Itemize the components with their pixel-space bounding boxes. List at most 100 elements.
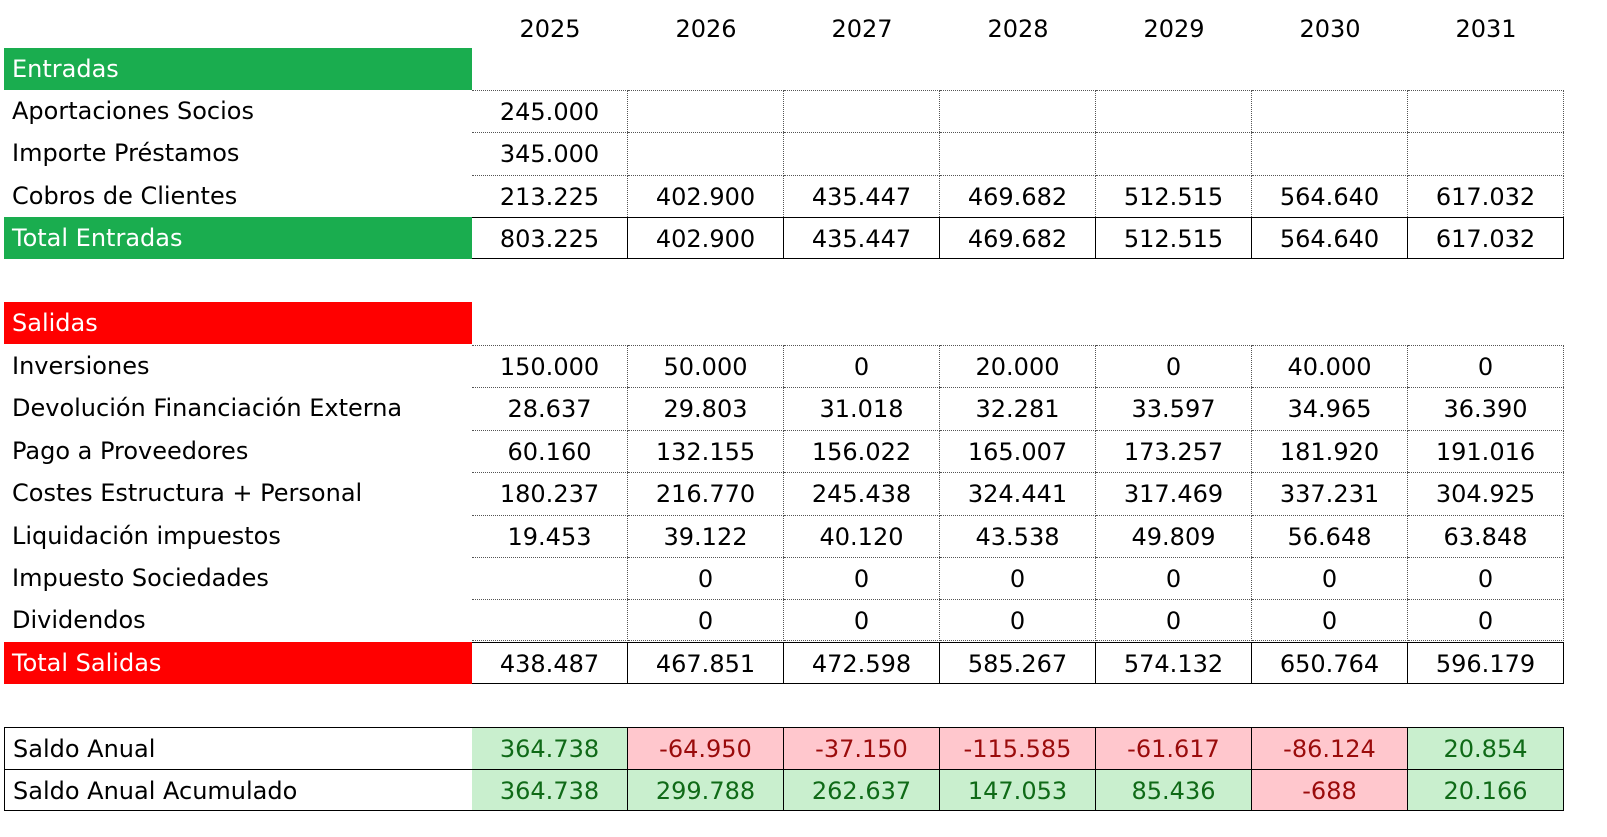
value-cell[interactable]: 20.000 — [940, 345, 1096, 387]
value-cell[interactable]: 132.155 — [628, 430, 784, 472]
saldo-cell[interactable]: 299.788 — [628, 769, 784, 811]
value-cell[interactable]: 245.438 — [784, 472, 940, 514]
value-cell[interactable]: 0 — [784, 557, 940, 599]
value-cell[interactable]: 337.231 — [1252, 472, 1408, 514]
saldo-cell[interactable]: 262.637 — [784, 769, 940, 811]
value-cell[interactable]: 617.032 — [1408, 175, 1564, 217]
value-cell[interactable]: 32.281 — [940, 387, 1096, 429]
total-cell[interactable]: 585.267 — [940, 642, 1096, 684]
total-cell[interactable]: 438.487 — [472, 642, 628, 684]
value-cell[interactable]: 0 — [1252, 599, 1408, 641]
saldo-cell[interactable]: 147.053 — [940, 769, 1096, 811]
total-cell[interactable]: 596.179 — [1408, 642, 1564, 684]
value-cell[interactable]: 216.770 — [628, 472, 784, 514]
value-cell[interactable]: 512.515 — [1096, 175, 1252, 217]
value-cell[interactable]: 0 — [1096, 345, 1252, 387]
saldo-cell[interactable]: -115.585 — [940, 727, 1096, 769]
value-cell[interactable]: 49.809 — [1096, 515, 1252, 557]
value-cell[interactable]: 213.225 — [472, 175, 628, 217]
saldo-cell[interactable]: -61.617 — [1096, 727, 1252, 769]
value-cell[interactable]: 469.682 — [940, 175, 1096, 217]
total-cell[interactable]: 435.447 — [784, 217, 940, 259]
value-cell[interactable] — [940, 132, 1096, 174]
value-cell[interactable]: 345.000 — [472, 132, 628, 174]
value-cell[interactable]: 60.160 — [472, 430, 628, 472]
saldo-cell[interactable]: 85.436 — [1096, 769, 1252, 811]
value-cell[interactable] — [784, 90, 940, 132]
value-cell[interactable] — [940, 90, 1096, 132]
value-cell[interactable]: 39.122 — [628, 515, 784, 557]
year-header: 2028 — [987, 15, 1049, 43]
value-cell[interactable]: 150.000 — [472, 345, 628, 387]
value-cell[interactable] — [1096, 132, 1252, 174]
value-cell[interactable]: 402.900 — [628, 175, 784, 217]
value-cell[interactable]: 19.453 — [472, 515, 628, 557]
value-cell[interactable]: 173.257 — [1096, 430, 1252, 472]
value-cell[interactable]: 63.848 — [1408, 515, 1564, 557]
value-cell[interactable]: 34.965 — [1252, 387, 1408, 429]
value-cell[interactable]: 36.390 — [1408, 387, 1564, 429]
value-cell[interactable] — [628, 132, 784, 174]
value-cell[interactable] — [1408, 132, 1564, 174]
saldo-cell[interactable]: 364.738 — [472, 769, 628, 811]
value-cell[interactable]: 435.447 — [784, 175, 940, 217]
value-cell[interactable]: 245.000 — [472, 90, 628, 132]
value-cell[interactable]: 0 — [784, 599, 940, 641]
value-cell[interactable]: 324.441 — [940, 472, 1096, 514]
total-cell[interactable]: 472.598 — [784, 642, 940, 684]
value-cell[interactable]: 165.007 — [940, 430, 1096, 472]
value-cell[interactable]: 0 — [1408, 599, 1564, 641]
saldo-cell[interactable]: 364.738 — [472, 727, 628, 769]
saldo-cell[interactable]: 20.854 — [1408, 727, 1564, 769]
value-cell[interactable]: 43.538 — [940, 515, 1096, 557]
value-cell[interactable]: 191.016 — [1408, 430, 1564, 472]
value-cell[interactable]: 0 — [1096, 599, 1252, 641]
value-cell[interactable]: 50.000 — [628, 345, 784, 387]
total-cell[interactable]: 617.032 — [1408, 217, 1564, 259]
value-cell[interactable] — [1096, 90, 1252, 132]
saldo-cell[interactable]: -64.950 — [628, 727, 784, 769]
salidas-section-row: Salidas — [4, 302, 472, 344]
value-cell[interactable]: 0 — [1252, 557, 1408, 599]
value-cell[interactable]: 180.237 — [472, 472, 628, 514]
value-cell[interactable]: 0 — [1408, 345, 1564, 387]
value-cell[interactable]: 564.640 — [1252, 175, 1408, 217]
value-cell[interactable]: 0 — [1408, 557, 1564, 599]
value-cell[interactable]: 0 — [784, 345, 940, 387]
value-cell[interactable]: 31.018 — [784, 387, 940, 429]
total-cell[interactable]: 402.900 — [628, 217, 784, 259]
value-cell[interactable]: 56.648 — [1252, 515, 1408, 557]
value-cell[interactable]: 156.022 — [784, 430, 940, 472]
value-cell[interactable]: 29.803 — [628, 387, 784, 429]
total-cell[interactable]: 564.640 — [1252, 217, 1408, 259]
total-cell[interactable]: 467.851 — [628, 642, 784, 684]
value-cell[interactable]: 304.925 — [1408, 472, 1564, 514]
total-cell[interactable]: 650.764 — [1252, 642, 1408, 684]
total-cell[interactable]: 469.682 — [940, 217, 1096, 259]
saldo-cell[interactable]: -688 — [1252, 769, 1408, 811]
value-cell[interactable]: 0 — [628, 557, 784, 599]
value-cell[interactable]: 40.000 — [1252, 345, 1408, 387]
value-cell[interactable] — [1408, 90, 1564, 132]
value-cell[interactable] — [784, 132, 940, 174]
saldo-cell[interactable]: -37.150 — [784, 727, 940, 769]
value-cell[interactable]: 33.597 — [1096, 387, 1252, 429]
value-cell[interactable]: 0 — [628, 599, 784, 641]
value-cell[interactable]: 0 — [1096, 557, 1252, 599]
value-cell[interactable]: 40.120 — [784, 515, 940, 557]
value-cell[interactable] — [628, 90, 784, 132]
value-cell[interactable]: 0 — [940, 599, 1096, 641]
value-cell[interactable] — [1252, 132, 1408, 174]
value-cell[interactable] — [472, 599, 628, 641]
value-cell[interactable]: 0 — [940, 557, 1096, 599]
value-cell[interactable] — [1252, 90, 1408, 132]
value-cell[interactable]: 28.637 — [472, 387, 628, 429]
total-cell[interactable]: 512.515 — [1096, 217, 1252, 259]
saldo-cell[interactable]: 20.166 — [1408, 769, 1564, 811]
total-cell[interactable]: 574.132 — [1096, 642, 1252, 684]
total-cell[interactable]: 803.225 — [472, 217, 628, 259]
value-cell[interactable]: 181.920 — [1252, 430, 1408, 472]
saldo-cell[interactable]: -86.124 — [1252, 727, 1408, 769]
value-cell[interactable]: 317.469 — [1096, 472, 1252, 514]
value-cell[interactable] — [472, 557, 628, 599]
